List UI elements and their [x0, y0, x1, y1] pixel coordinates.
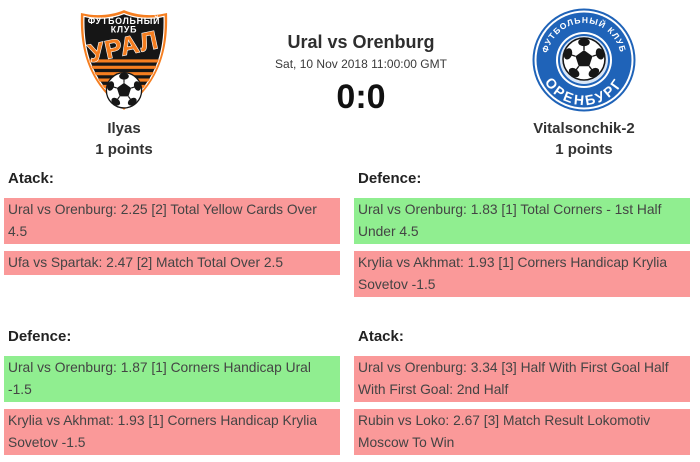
ural-ball-icon	[105, 72, 143, 109]
bet-item: Krylia vs Akhmat: 1.93 [1] Corners Handi…	[354, 251, 690, 297]
ural-club-line1: ФУТБОЛЬНЫЙ	[88, 15, 161, 26]
bet-item: Ural vs Orenburg: 1.83 [1] Total Corners…	[354, 198, 690, 244]
ural-logo: ФУТБОЛЬНЫЙ КЛУБ УРАЛ	[4, 8, 244, 112]
match-info: Ural vs Orenburg Sat, 10 Nov 2018 11:00:…	[244, 6, 478, 160]
match-score: 0:0	[336, 78, 386, 116]
ural-club-line2: КЛУБ	[111, 25, 137, 35]
bet-item: Rubin vs Loko: 2.67 [3] Match Result Lok…	[354, 409, 690, 455]
bet-item: Ural vs Orenburg: 2.25 [2] Total Yellow …	[4, 198, 340, 244]
section-title-away-defence: Defence:	[358, 170, 422, 187]
bets-grid-top: Atack: Defence: Ural vs Orenburg: 2.25 […	[4, 170, 690, 304]
bet-item: Ural vs Orenburg: 1.87 [1] Corners Handi…	[4, 356, 340, 402]
section-title-away-attack: Atack:	[358, 328, 404, 345]
orenburg-logo: ФУТБОЛЬНЫЙ КЛУБ ОРЕНБУРГ	[478, 8, 690, 112]
section-title-home-defence: Defence:	[8, 328, 72, 345]
home-player-points: 1 points	[95, 141, 153, 158]
section-title-home-attack: Atack:	[8, 170, 54, 187]
away-team-block: ФУТБОЛЬНЫЙ КЛУБ ОРЕНБУРГ Vitalsonchik-2 …	[478, 6, 690, 160]
bets-grid-bottom: Defence: Atack: Ural vs Orenburg: 1.87 […	[4, 328, 690, 462]
home-player-name: Ilyas	[107, 120, 141, 137]
bet-item: Krylia vs Akhmat: 1.93 [1] Corners Handi…	[4, 409, 340, 455]
orenburg-ball-icon	[561, 37, 607, 81]
match-header: ФУТБОЛЬНЫЙ КЛУБ УРАЛ Ilyas 1 points Ural…	[4, 6, 690, 160]
match-datetime: Sat, 10 Nov 2018 11:00:00 GMT	[275, 57, 447, 71]
bet-item: Ural vs Orenburg: 3.34 [3] Half With Fir…	[354, 356, 690, 402]
bet-item: Ufa vs Spartak: 2.47 [2] Match Total Ove…	[4, 251, 340, 275]
away-player-points: 1 points	[555, 141, 613, 158]
orenburg-crest-icon: ФУТБОЛЬНЫЙ КЛУБ ОРЕНБУРГ	[532, 8, 636, 112]
away-player-name: Vitalsonchik-2	[533, 120, 635, 137]
ural-crest-icon: ФУТБОЛЬНЫЙ КЛУБ УРАЛ	[80, 10, 168, 110]
home-team-block: ФУТБОЛЬНЫЙ КЛУБ УРАЛ Ilyas 1 points	[4, 6, 244, 160]
match-title: Ural vs Orenburg	[287, 32, 435, 52]
